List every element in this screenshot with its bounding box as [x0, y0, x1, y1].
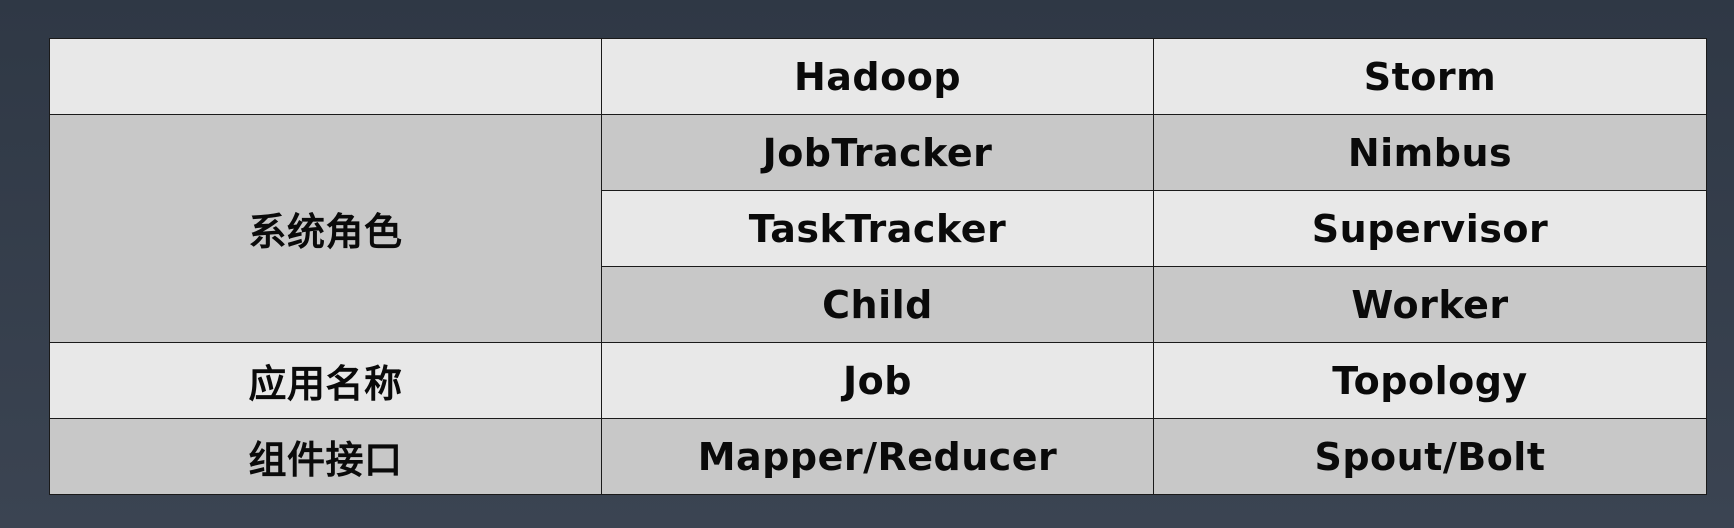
table-cell: Nimbus: [1153, 114, 1707, 191]
table-cell: Child: [601, 266, 1154, 343]
header-corner-cell: [49, 38, 602, 115]
table-cell: Mapper/Reducer: [601, 418, 1154, 495]
comparison-table-container: Hadoop Storm 系统角色 JobTracker Nimbus Task…: [49, 38, 1707, 495]
table-cell: Topology: [1153, 342, 1707, 419]
row-label-system-roles: 系统角色: [49, 114, 602, 343]
table-row: Child Worker: [50, 266, 1707, 343]
table-cell: Spout/Bolt: [1153, 418, 1707, 495]
table-row: 组件接口 Mapper/Reducer Spout/Bolt: [49, 418, 1707, 495]
row-label-application-name: 应用名称: [49, 342, 602, 419]
table-cell: Worker: [1153, 266, 1707, 343]
table-cell: Job: [601, 342, 1154, 419]
table-row: TaskTracker Supervisor: [50, 190, 1707, 267]
table-cell: TaskTracker: [601, 190, 1154, 267]
header-row: Hadoop Storm: [49, 38, 1707, 115]
table-row: 应用名称 Job Topology: [49, 342, 1707, 419]
header-hadoop: Hadoop: [601, 38, 1154, 115]
table-cell: JobTracker: [601, 114, 1154, 191]
comparison-table: Hadoop Storm 系统角色 JobTracker Nimbus Task…: [49, 38, 1707, 495]
header-storm: Storm: [1153, 38, 1707, 115]
row-label-component-interface: 组件接口: [49, 418, 602, 495]
table-row: 系统角色 JobTracker Nimbus: [49, 114, 1707, 343]
table-cell: Supervisor: [1153, 190, 1707, 267]
